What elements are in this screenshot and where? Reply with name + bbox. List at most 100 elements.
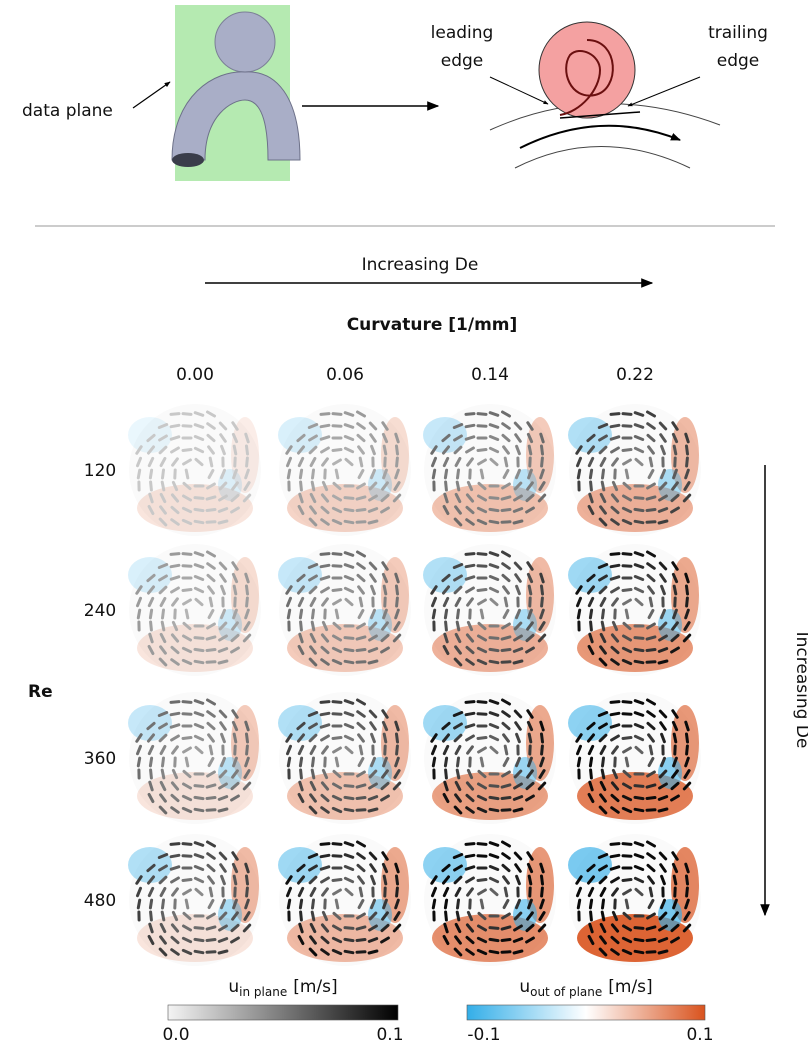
velocity-glyph [183,738,191,739]
velocity-glyph [647,940,655,941]
velocity-glyph [490,809,498,810]
velocity-glyph [207,650,215,651]
velocity-glyph [207,497,215,499]
velocity-glyph [210,598,212,606]
velocity-glyph [529,586,531,594]
velocity-glyph [445,900,446,908]
velocity-glyph [357,637,365,639]
trailing-edge-label: edge [717,51,760,71]
velocity-glyph [458,900,459,908]
velocity-glyph [659,809,667,811]
velocity-glyph [635,649,643,650]
velocity-glyph [138,610,139,618]
flow-panel [423,404,556,536]
velocity-glyph [150,900,151,908]
velocity-glyph [171,844,179,845]
velocity-glyph [623,880,631,881]
colorbar-min: -0.1 [467,1025,500,1045]
velocity-glyph [183,844,191,845]
velocity-glyph [207,785,215,787]
velocity-glyph [138,758,139,766]
velocity-glyph [247,734,248,742]
velocity-glyph [369,809,377,811]
velocity-glyph [321,713,329,714]
subscript: out of plane [530,985,602,999]
velocity-glyph [514,521,522,523]
velocity-glyph [183,702,191,703]
velocity-glyph [357,927,365,929]
trailing-edge-label: trailing [708,23,768,43]
velocity-glyph [151,482,152,490]
velocity-glyph [163,900,164,908]
velocity-glyph [186,758,188,766]
velocity-glyph [674,586,676,594]
velocity-glyph [151,622,152,630]
velocity-glyph [162,622,164,630]
velocity-glyph [333,450,341,451]
velocity-glyph [466,713,474,714]
velocity-glyph [478,414,486,415]
velocity-glyph [445,610,446,618]
velocity-glyph [446,912,447,920]
velocity-glyph [674,734,676,742]
velocity-glyph [333,426,341,427]
velocity-glyph [333,856,341,857]
velocity-glyph [433,470,434,478]
velocity-glyph [333,554,341,555]
velocity-glyph [623,414,631,415]
flow-panel [568,692,701,824]
subscript: in plane [239,985,287,999]
velocity-glyph [345,951,353,952]
velocity-glyph [623,714,631,715]
velocity-glyph [446,482,447,490]
velocity-glyph [345,661,353,662]
velocity-glyph [466,565,474,566]
velocity-glyph [478,702,486,703]
velocity-glyph [195,786,203,787]
column-axis-title: Curvature [1/mm] [347,315,518,335]
velocity-glyph [647,497,655,499]
velocity-glyph [183,414,191,415]
velocity-glyph [490,649,498,650]
velocity-glyph [635,951,643,952]
velocity-glyph [397,586,398,594]
velocity-glyph [578,758,579,766]
velocity-glyph [333,702,341,703]
flow-panel [423,544,556,676]
velocity-glyph [542,586,543,594]
velocity-glyph [505,888,507,896]
velocity-glyph [591,482,592,490]
velocity-glyph [345,498,353,499]
velocity-glyph [635,521,643,522]
velocity-glyph [183,554,191,555]
velocity-glyph [623,738,631,739]
velocity-glyph [247,446,248,454]
velocity-glyph [288,610,289,618]
velocity-glyph [247,458,248,466]
velocity-glyph [502,940,510,941]
velocity-glyph [195,509,203,510]
velocity-glyph [247,888,248,896]
row-label: 480 [84,891,116,911]
velocity-glyph [626,900,628,908]
velocity-glyph [626,610,628,618]
velocity-glyph [635,498,643,499]
flow-panel [568,404,701,536]
velocity-glyph [502,798,510,799]
velocity-glyph [219,521,227,523]
velocity-glyph [623,426,631,427]
velocity-glyph [590,758,591,766]
velocity-glyph [397,598,398,606]
velocity-glyph [186,610,188,618]
velocity-glyph [288,900,289,908]
velocity-glyph [360,888,362,896]
velocity-glyph [195,661,203,662]
velocity-glyph [384,876,386,884]
velocity-glyph [458,470,459,478]
velocity-glyph [336,610,338,618]
velocity-glyph [478,844,486,845]
velocity-glyph [163,610,164,618]
panel-grid [128,404,701,966]
pointer [490,77,548,104]
velocity-glyph [542,876,543,884]
